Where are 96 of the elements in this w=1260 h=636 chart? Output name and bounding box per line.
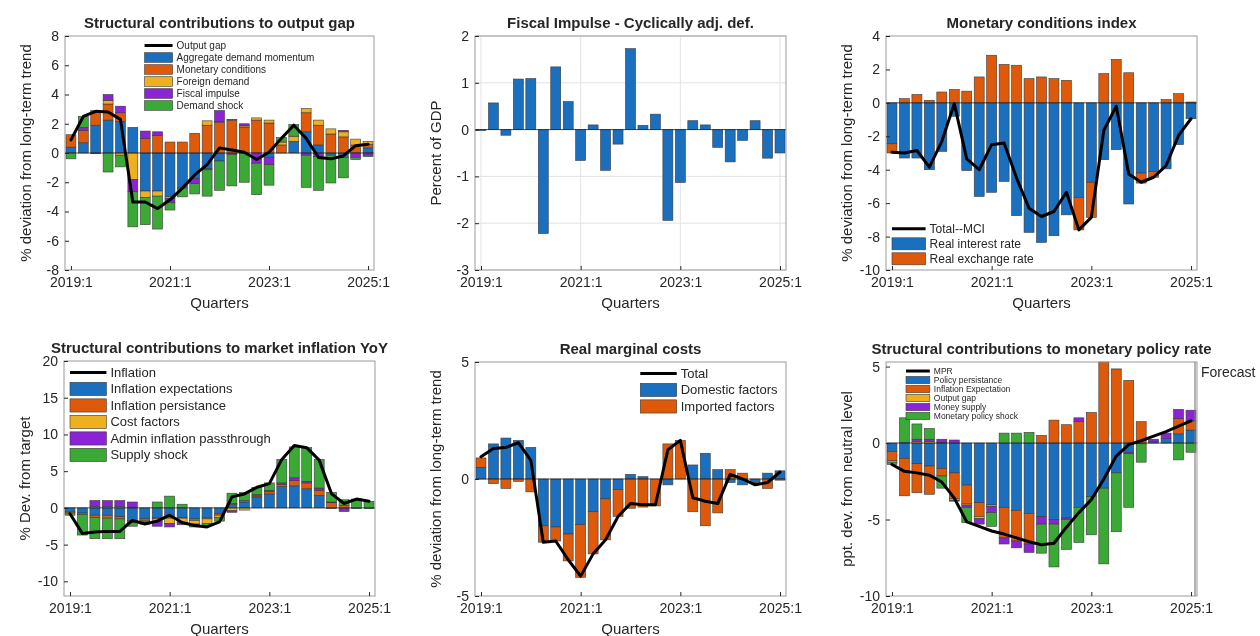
y-tick-label: -4: [46, 203, 60, 220]
x-tick-label: 2025:1: [347, 273, 391, 290]
x-tick-label: 2019:1: [49, 599, 93, 616]
y-tick-label: 2: [51, 115, 60, 132]
x-axis-title: Quarters: [190, 294, 249, 311]
y-tick-label: -6: [46, 232, 60, 249]
y-tick-label: -4: [867, 161, 881, 178]
y-axis-title: % deviation from long-term trend: [427, 370, 444, 588]
legend-label: Total--MCI: [929, 222, 985, 236]
chart-title: Monetary conditions index: [946, 14, 1138, 31]
legend-label: Money supply: [933, 402, 987, 412]
y-axis-title: Percent of GDP: [427, 100, 444, 206]
x-tick-label: 2023:1: [1070, 273, 1114, 290]
y-tick-label: -10: [859, 587, 881, 604]
y-tick-label: 0: [51, 144, 60, 161]
x-tick-label: 2025:1: [348, 599, 392, 616]
legend-label: Cost factors: [110, 414, 181, 430]
x-tick-label: 2025:1: [759, 599, 803, 616]
x-tick-label: 2023:1: [659, 273, 703, 290]
legend-label: Real interest rate: [929, 237, 1022, 251]
y-tick-label: 5: [461, 353, 470, 370]
y-axis-title: % deviation from long-term trend: [17, 44, 34, 262]
y-tick-label: -10: [859, 261, 881, 278]
legend-label: Total: [680, 366, 709, 381]
y-tick-label: -8: [867, 228, 881, 245]
x-tick-label: 2023:1: [659, 599, 703, 616]
y-tick-label: 0: [461, 470, 470, 487]
y-tick-label: 5: [50, 463, 59, 480]
legend-label: Monetary conditions: [176, 64, 267, 75]
legend-label: Output gap: [933, 393, 977, 403]
y-tick-label: -1: [456, 168, 470, 185]
x-tick-label: 2023:1: [248, 273, 292, 290]
legend-label: Inflation Expectation: [933, 384, 1011, 394]
x-axis-title: Quarters: [601, 620, 660, 636]
y-axis-title: % Dev. from target: [16, 415, 33, 541]
y-tick-label: -2: [456, 215, 470, 232]
y-tick-label: 15: [42, 389, 59, 406]
y-tick-label: 1: [461, 74, 470, 91]
legend-label: Monetary policy shock: [933, 411, 1019, 421]
y-tick-label: 0: [50, 499, 59, 516]
y-tick-label: 4: [51, 86, 60, 103]
y-tick-label: 0: [872, 435, 881, 452]
y-tick-label: -10: [37, 573, 59, 590]
x-tick-label: 2021:1: [149, 273, 193, 290]
x-tick-label: 2021:1: [559, 273, 603, 290]
legend-label: Inflation expectations: [110, 381, 234, 397]
y-tick-label: -3: [456, 261, 470, 278]
y-tick-label: 5: [872, 358, 881, 375]
y-axis-title: ppt. dev. from neutral level: [838, 391, 855, 567]
y-tick-label: 0: [461, 121, 470, 138]
x-tick-label: 2021:1: [970, 599, 1014, 616]
legend-label: Output gap: [176, 40, 227, 51]
legend-label: Aggregate demand momentum: [176, 52, 315, 63]
legend-label: Imported factors: [680, 399, 776, 414]
y-tick-label: -8: [46, 261, 60, 278]
legend-label: Fiscal impulse: [176, 88, 241, 99]
x-tick-label: 2021:1: [559, 599, 603, 616]
x-axis-title: Quarters: [601, 294, 660, 311]
legend-label: Admin inflation passthrough: [110, 431, 271, 446]
y-tick-label: 6: [51, 57, 60, 74]
chart-title: Structural contributions to monetary policy rate: [871, 340, 1212, 357]
y-axis-title: % deviation from long-term trend: [838, 44, 855, 262]
x-axis-title: Quarters: [1012, 294, 1071, 311]
legend-label: Supply shock: [110, 447, 189, 463]
y-tick-label: -6: [867, 195, 881, 212]
y-tick-label: -2: [46, 174, 60, 191]
y-tick-label: -5: [867, 511, 881, 528]
x-axis-title: Quarters: [190, 620, 249, 636]
legend-label: Demand shock: [176, 100, 245, 111]
x-tick-label: 2025:1: [1170, 273, 1214, 290]
y-tick-label: 10: [42, 426, 59, 443]
y-tick-label: -5: [45, 536, 59, 553]
legend-label: Real exchange rate: [929, 252, 1034, 266]
legend-label: Inflation: [110, 365, 156, 380]
x-tick-label: 2021:1: [148, 599, 192, 616]
y-tick-label: -5: [456, 587, 470, 604]
x-tick-label: 2021:1: [970, 273, 1014, 290]
chart-title: Structural contributions to output gap: [84, 14, 355, 31]
x-tick-label: 2023:1: [248, 599, 292, 616]
legend-label: Foreign demand: [176, 76, 250, 87]
y-tick-label: 2: [872, 61, 881, 78]
chart-title: Real marginal costs: [559, 340, 702, 357]
y-tick-label: 8: [51, 27, 60, 44]
legend-label: Policy persistance: [933, 375, 1003, 385]
ref-line-label: Forecast: [1201, 364, 1256, 380]
x-tick-label: 2025:1: [759, 273, 803, 290]
y-tick-label: 0: [872, 94, 881, 111]
chart-title: Fiscal Impulse - Cyclically adj. def.: [507, 14, 754, 31]
x-tick-label: 2025:1: [1170, 599, 1214, 616]
x-tick-label: 2023:1: [1070, 599, 1114, 616]
legend-label: Domestic factors: [680, 382, 778, 398]
y-tick-label: 2: [461, 27, 470, 44]
y-tick-label: -2: [867, 128, 881, 145]
y-tick-label: 4: [872, 27, 881, 44]
legend-label: MPR: [933, 366, 953, 376]
legend-label: Inflation persistance: [110, 398, 227, 413]
